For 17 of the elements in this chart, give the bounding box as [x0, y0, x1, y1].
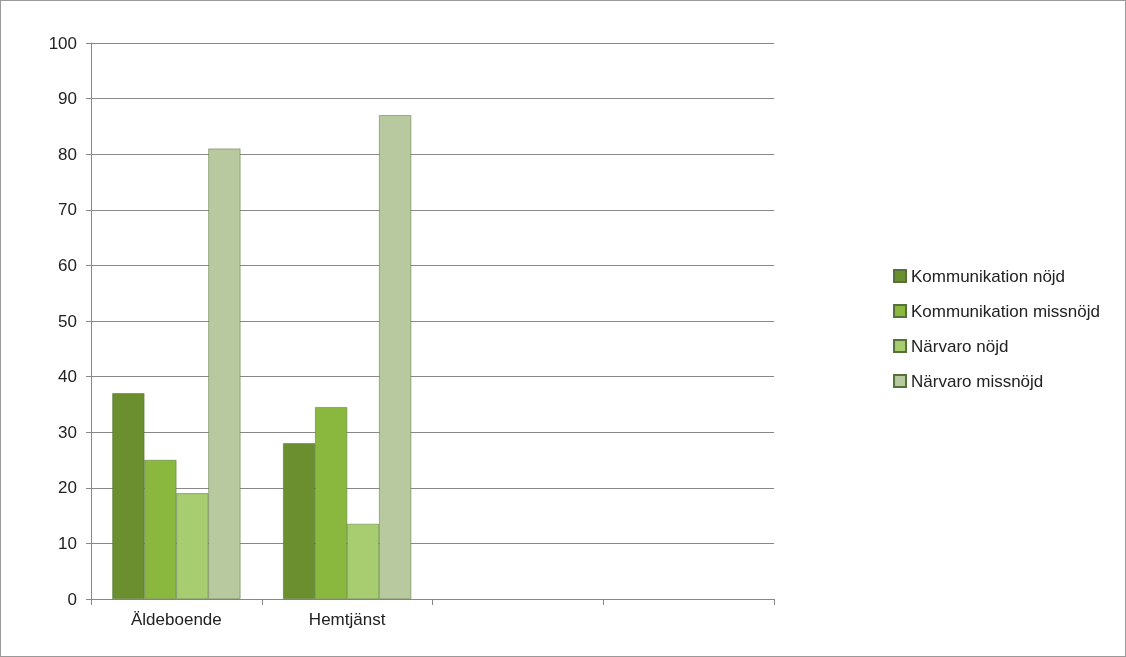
y-tick-label: 60 [58, 255, 77, 275]
y-tick-label: 30 [58, 422, 77, 442]
y-tick-label: 70 [58, 200, 77, 220]
legend-label: Kommunikation nöjd [911, 266, 1066, 286]
y-tick-label: 90 [58, 89, 77, 109]
y-tick-label: 0 [67, 589, 77, 609]
legend-label: Närvaro missnöjd [911, 371, 1044, 391]
y-tick-label: 50 [58, 311, 77, 331]
y-tick-label: 10 [58, 533, 77, 553]
x-tick-label: Äldeboende [130, 610, 222, 629]
legend-label: Närvaro nöjd [911, 336, 1009, 356]
y-tick-label: 40 [58, 367, 77, 387]
y-tick-label: 20 [58, 478, 77, 498]
legend-label: Kommunikation missnöjd [911, 301, 1100, 321]
y-tick-label: 80 [58, 144, 77, 164]
y-tick-label: 100 [48, 33, 77, 53]
x-tick-label: Hemtjänst [308, 610, 386, 629]
